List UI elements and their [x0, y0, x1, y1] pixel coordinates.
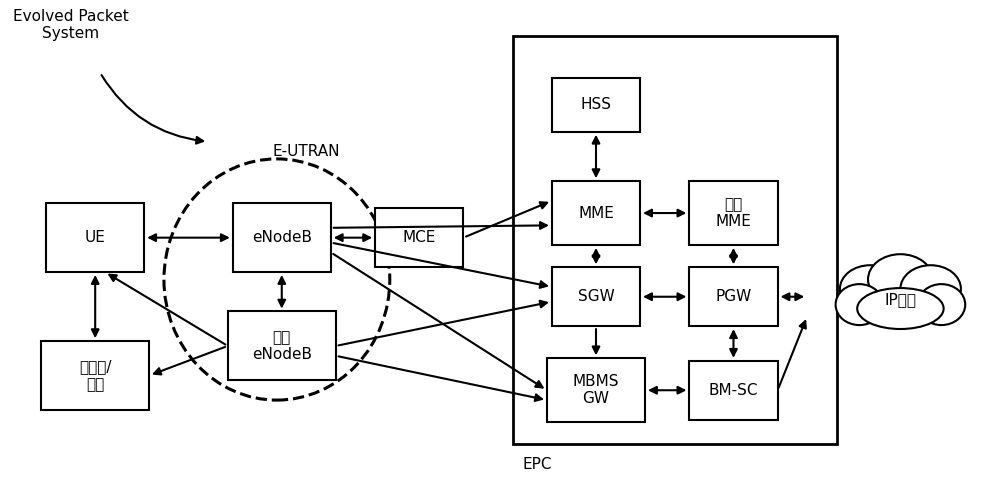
Text: IP业务: IP业务: [884, 292, 916, 307]
Text: E-UTRAN: E-UTRAN: [273, 144, 340, 159]
Text: MCE: MCE: [403, 230, 436, 245]
Bar: [689, 361, 778, 420]
Text: 其他
MME: 其他 MME: [716, 197, 751, 229]
Bar: [228, 311, 336, 380]
Bar: [46, 203, 144, 272]
Text: 其他
eNodeB: 其他 eNodeB: [252, 330, 312, 362]
Text: 连接点/
基站: 连接点/ 基站: [79, 359, 111, 392]
Ellipse shape: [857, 288, 944, 329]
Ellipse shape: [868, 254, 933, 304]
Bar: [552, 181, 640, 245]
Text: eNodeB: eNodeB: [252, 230, 312, 245]
Bar: [547, 358, 645, 422]
Ellipse shape: [918, 284, 965, 325]
Text: UE: UE: [85, 230, 106, 245]
Bar: [689, 267, 778, 326]
Bar: [375, 208, 463, 267]
Text: EPC: EPC: [522, 457, 552, 472]
Text: Evolved Packet
System: Evolved Packet System: [13, 9, 129, 41]
Bar: [41, 341, 149, 410]
Text: HSS: HSS: [581, 97, 612, 112]
Ellipse shape: [840, 265, 900, 312]
Text: BM-SC: BM-SC: [709, 383, 758, 398]
Text: MME: MME: [578, 205, 614, 221]
Bar: [552, 267, 640, 326]
Bar: [513, 36, 837, 445]
Ellipse shape: [836, 284, 883, 325]
Bar: [689, 181, 778, 245]
Bar: [552, 78, 640, 132]
Ellipse shape: [900, 265, 961, 312]
Text: PGW: PGW: [715, 289, 752, 304]
Bar: [233, 203, 331, 272]
Text: SGW: SGW: [578, 289, 614, 304]
Text: MBMS
GW: MBMS GW: [573, 374, 619, 406]
